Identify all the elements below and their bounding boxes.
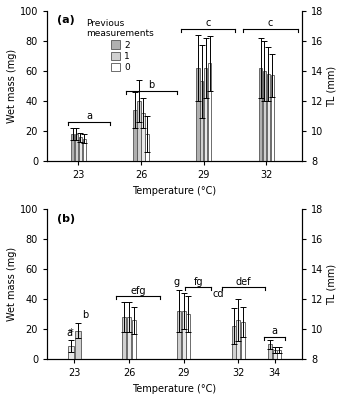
Bar [200, 81, 203, 161]
X-axis label: Temperature (°C): Temperature (°C) [132, 186, 216, 196]
Text: cd: cd [212, 290, 224, 300]
Text: b: b [149, 80, 155, 90]
Text: (a): (a) [57, 16, 75, 25]
Bar [273, 350, 276, 359]
Bar [268, 344, 272, 359]
Bar [277, 350, 281, 359]
Text: b: b [82, 310, 88, 320]
Bar [181, 312, 186, 359]
Bar [196, 68, 200, 161]
Bar [271, 75, 274, 161]
Bar [236, 320, 240, 359]
Bar [79, 137, 82, 161]
Text: a: a [66, 328, 72, 338]
X-axis label: Temperature (°C): Temperature (°C) [132, 384, 216, 394]
Bar [241, 322, 245, 359]
Text: c: c [268, 18, 273, 28]
Text: fg: fg [193, 277, 203, 287]
Text: *: * [69, 328, 73, 338]
Bar [122, 318, 127, 359]
Text: c: c [205, 18, 211, 28]
Text: efg: efg [130, 286, 146, 296]
Bar [259, 68, 262, 161]
Bar [186, 314, 190, 359]
Text: def: def [236, 277, 251, 287]
Legend: 2, 1, 0: 2, 1, 0 [85, 17, 156, 74]
Bar [208, 63, 211, 161]
Text: g: g [173, 277, 179, 288]
Bar [232, 326, 236, 359]
Bar [141, 113, 145, 161]
Bar [132, 320, 135, 359]
Bar [75, 331, 81, 359]
Bar [204, 68, 208, 161]
Bar [145, 134, 149, 161]
Y-axis label: Wet mass (mg): Wet mass (mg) [7, 49, 17, 123]
Bar [68, 346, 74, 359]
Bar [127, 318, 131, 359]
Text: a: a [86, 111, 92, 121]
Bar [267, 74, 270, 161]
Bar [177, 312, 181, 359]
Y-axis label: Wet mass (mg): Wet mass (mg) [7, 247, 17, 322]
Text: (b): (b) [57, 214, 75, 224]
Bar [263, 71, 266, 161]
Text: a: a [272, 326, 277, 336]
Y-axis label: TL (mm): TL (mm) [326, 264, 336, 305]
Bar [75, 134, 78, 161]
Y-axis label: TL (mm): TL (mm) [326, 65, 336, 107]
Bar [133, 110, 137, 161]
Bar [83, 138, 86, 161]
Bar [138, 101, 141, 161]
Bar [71, 134, 74, 161]
